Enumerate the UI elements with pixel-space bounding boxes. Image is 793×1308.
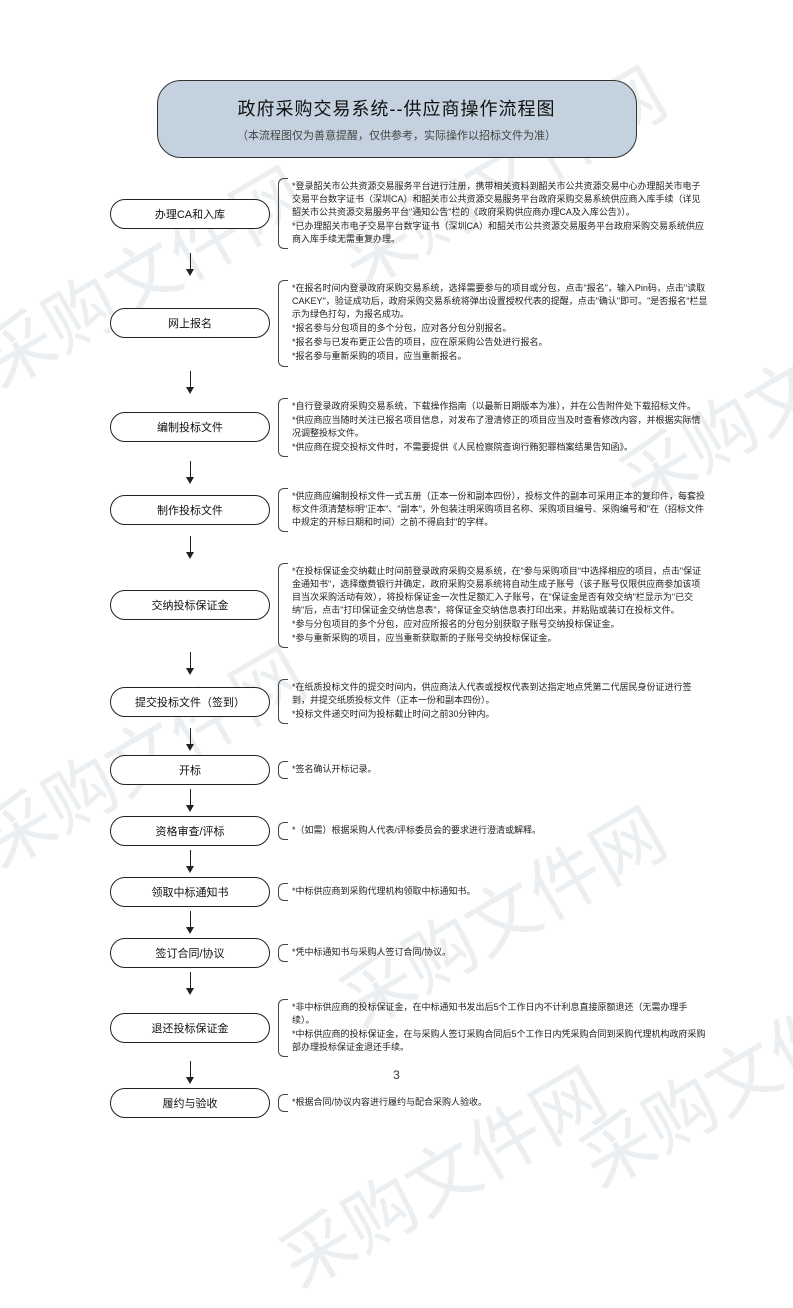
bracket — [278, 1094, 288, 1112]
arrow — [110, 724, 270, 755]
flow-node: 退还投标保证金 — [110, 1013, 270, 1043]
flow-row: 退还投标保证金 *非中标供应商的投标保证金，在中标通知书发出后5个工作日内不计利息… — [110, 999, 708, 1057]
desc-item: *在纸质投标文件的提交时间内，供应商法人代表或授权代表到达指定地点凭第二代居民身… — [292, 681, 708, 707]
desc-item: *参与重新采购的项目，应当重新获取新的子账号交纳投标保证金。 — [292, 632, 708, 645]
desc-item: *签名确认开标记录。 — [292, 763, 377, 776]
flow-node: 提交投标文件（签到） — [110, 687, 270, 717]
flow-row: 交纳投标保证金 *在投标保证金交纳截止时间前登录政府采购交易系统，在"参与采购项目… — [110, 563, 708, 648]
flow-row: 提交投标文件（签到） *在纸质投标文件的提交时间内，供应商法人代表或授权代表到达指… — [110, 679, 708, 724]
desc-item: *供应商在提交投标文件时，不需要提供《人民检察院查询行贿犯罪档案结果告知函》。 — [292, 441, 708, 454]
desc-block: *在投标保证金交纳截止时间前登录政府采购交易系统，在"参与采购项目"中选择相应的… — [288, 563, 708, 648]
flow-row: 制作投标文件 *供应商应编制投标文件一式五册（正本一份和副本四份），投标文件的副本… — [110, 488, 708, 532]
bracket — [278, 999, 288, 1057]
bracket-wrap: *凭中标通知书与采购人签订合同/协议。 — [278, 944, 451, 962]
desc-block: *中标供应商到采购代理机构领取中标通知书。 — [288, 883, 476, 901]
bracket-wrap: *登录韶关市公共资源交易服务平台进行注册，携带相关资料到韶关市公共资源交易中心办… — [278, 178, 708, 249]
page-number: 3 — [0, 1068, 793, 1082]
flow-row: 网上报名 *在报名时间内登录政府采购交易系统，选择需要参与的项目或分包，点击"报名… — [110, 280, 708, 366]
flow-row: 编制投标文件 *自行登录政府采购交易系统，下载操作指南（以最新日期版本为准），并在… — [110, 398, 708, 457]
flow-node: 签订合同/协议 — [110, 938, 270, 968]
desc-item: *非中标供应商的投标保证金，在中标通知书发出后5个工作日内不计利息直接原额退还（… — [292, 1001, 708, 1027]
desc-block: *签名确认开标记录。 — [288, 761, 377, 779]
bracket — [278, 178, 288, 249]
flow-row: 签订合同/协议 *凭中标通知书与采购人签订合同/协议。 — [110, 938, 451, 968]
arrow — [110, 249, 270, 280]
bracket-wrap: *中标供应商到采购代理机构领取中标通知书。 — [278, 883, 476, 901]
bracket-wrap: *在投标保证金交纳截止时间前登录政府采购交易系统，在"参与采购项目"中选择相应的… — [278, 563, 708, 648]
desc-item: *参与分包项目的多个分包，应对应所报名的分包分别获取子账号交纳投标保证金。 — [292, 618, 708, 631]
bracket-wrap: *根据合同/协议内容进行履约与配合采购人验收。 — [278, 1094, 487, 1112]
desc-item: *中标供应商到采购代理机构领取中标通知书。 — [292, 885, 476, 898]
bracket — [278, 488, 288, 532]
bracket — [278, 944, 288, 962]
flow-node: 领取中标通知书 — [110, 877, 270, 907]
desc-item: *供应商应当随时关注已报名项目信息，对发布了澄清修正的项目应当及时查看修改内容，… — [292, 414, 708, 440]
desc-item: *投标文件递交时间为投标截止时间之前30分钟内。 — [292, 708, 708, 721]
flowchart: 办理CA和入库 *登录韶关市公共资源交易服务平台进行注册，携带相关资料到韶关市公共… — [110, 178, 753, 1118]
arrow — [110, 846, 270, 877]
arrow — [110, 532, 270, 563]
flow-row: 领取中标通知书 *中标供应商到采购代理机构领取中标通知书。 — [110, 877, 476, 907]
arrow — [110, 367, 270, 398]
desc-item: *在报名时间内登录政府采购交易系统，选择需要参与的项目或分包，点击"报名"，输入… — [292, 282, 708, 321]
arrow — [110, 648, 270, 679]
flow-row: 资格审查/评标 *（如需）根据采购人代表/评标委员会的要求进行澄清或解释。 — [110, 816, 541, 846]
desc-item: *自行登录政府采购交易系统，下载操作指南（以最新日期版本为准），并在公告附件处下… — [292, 400, 708, 413]
desc-item: *供应商应编制投标文件一式五册（正本一份和副本四份），投标文件的副本可采用正本的… — [292, 490, 708, 529]
flow-row: 开标 *签名确认开标记录。 — [110, 755, 377, 785]
arrow — [110, 457, 270, 488]
page-content: 政府采购交易系统--供应商操作流程图 （本流程图仅为善意提醒，仅供参考，实际操作… — [0, 0, 793, 1118]
desc-block: *在纸质投标文件的提交时间内，供应商法人代表或授权代表到达指定地点凭第二代居民身… — [288, 679, 708, 724]
flow-row: 履约与验收 *根据合同/协议内容进行履约与配合采购人验收。 — [110, 1088, 487, 1118]
bracket-wrap: *自行登录政府采购交易系统，下载操作指南（以最新日期版本为准），并在公告附件处下… — [278, 398, 708, 457]
bracket-wrap: *在纸质投标文件的提交时间内，供应商法人代表或授权代表到达指定地点凭第二代居民身… — [278, 679, 708, 724]
bracket — [278, 398, 288, 457]
desc-block: *登录韶关市公共资源交易服务平台进行注册，携带相关资料到韶关市公共资源交易中心办… — [288, 178, 708, 249]
flow-node: 开标 — [110, 755, 270, 785]
header-subtitle: （本流程图仅为善意提醒，仅供参考，实际操作以招标文件为准） — [176, 127, 618, 143]
desc-item: *凭中标通知书与采购人签订合同/协议。 — [292, 946, 451, 959]
desc-item: *已办理韶关市电子交易平台数字证书（深圳CA）和韶关市公共资源交易服务平台政府采… — [292, 220, 708, 246]
arrow — [110, 785, 270, 816]
header-box: 政府采购交易系统--供应商操作流程图 （本流程图仅为善意提醒，仅供参考，实际操作… — [157, 80, 637, 158]
bracket — [278, 679, 288, 724]
desc-block: *（如需）根据采购人代表/评标委员会的要求进行澄清或解释。 — [288, 822, 541, 840]
desc-block: *自行登录政府采购交易系统，下载操作指南（以最新日期版本为准），并在公告附件处下… — [288, 398, 708, 457]
desc-item: *（如需）根据采购人代表/评标委员会的要求进行澄清或解释。 — [292, 824, 541, 837]
flow-row: 办理CA和入库 *登录韶关市公共资源交易服务平台进行注册，携带相关资料到韶关市公共… — [110, 178, 708, 249]
arrow — [110, 907, 270, 938]
flow-node: 交纳投标保证金 — [110, 590, 270, 620]
bracket-wrap: *签名确认开标记录。 — [278, 761, 377, 779]
desc-block: *非中标供应商的投标保证金，在中标通知书发出后5个工作日内不计利息直接原额退还（… — [288, 999, 708, 1057]
bracket — [278, 280, 288, 366]
desc-item: *根据合同/协议内容进行履约与配合采购人验收。 — [292, 1096, 487, 1109]
bracket-wrap: *（如需）根据采购人代表/评标委员会的要求进行澄清或解释。 — [278, 822, 541, 840]
desc-block: *在报名时间内登录政府采购交易系统，选择需要参与的项目或分包，点击"报名"，输入… — [288, 280, 708, 366]
desc-item: *在投标保证金交纳截止时间前登录政府采购交易系统，在"参与采购项目"中选择相应的… — [292, 565, 708, 617]
desc-item: *报名参与已发布更正公告的项目，应在原采购公告处进行报名。 — [292, 336, 708, 349]
bracket-wrap: *在报名时间内登录政府采购交易系统，选择需要参与的项目或分包，点击"报名"，输入… — [278, 280, 708, 366]
bracket — [278, 822, 288, 840]
header-title: 政府采购交易系统--供应商操作流程图 — [176, 95, 618, 121]
desc-block: *凭中标通知书与采购人签订合同/协议。 — [288, 944, 451, 962]
bracket-wrap: *非中标供应商的投标保证金，在中标通知书发出后5个工作日内不计利息直接原额退还（… — [278, 999, 708, 1057]
desc-item: *报名参与重新采购的项目，应当重新报名。 — [292, 350, 708, 363]
flow-node: 编制投标文件 — [110, 412, 270, 442]
desc-item: *登录韶关市公共资源交易服务平台进行注册，携带相关资料到韶关市公共资源交易中心办… — [292, 180, 708, 219]
flow-node: 网上报名 — [110, 308, 270, 338]
flow-node: 制作投标文件 — [110, 495, 270, 525]
arrow — [110, 968, 270, 999]
desc-block: *根据合同/协议内容进行履约与配合采购人验收。 — [288, 1094, 487, 1112]
desc-item: *中标供应商的投标保证金，在与采购人签订采购合同后5个工作日内凭采购合同到采购代… — [292, 1028, 708, 1054]
bracket-wrap: *供应商应编制投标文件一式五册（正本一份和副本四份），投标文件的副本可采用正本的… — [278, 488, 708, 532]
bracket — [278, 883, 288, 901]
bracket — [278, 761, 288, 779]
desc-item: *报名参与分包项目的多个分包，应对各分包分别报名。 — [292, 322, 708, 335]
desc-block: *供应商应编制投标文件一式五册（正本一份和副本四份），投标文件的副本可采用正本的… — [288, 488, 708, 532]
flow-node: 履约与验收 — [110, 1088, 270, 1118]
flow-node: 办理CA和入库 — [110, 199, 270, 229]
flow-node: 资格审查/评标 — [110, 816, 270, 846]
bracket — [278, 563, 288, 648]
